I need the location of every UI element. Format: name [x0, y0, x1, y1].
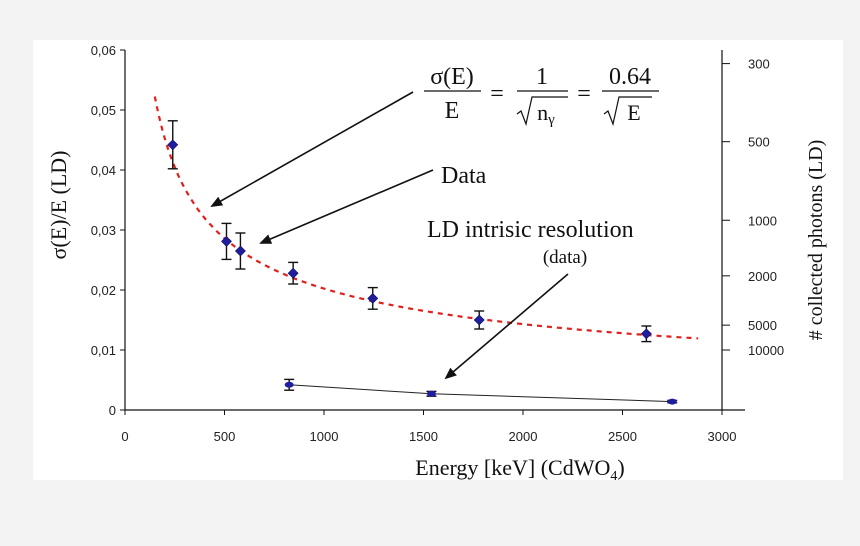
- data-point-3: [287, 267, 299, 279]
- x-tick-label-2: 1000: [310, 429, 339, 444]
- y-tick-label-6: 0,06: [91, 43, 116, 58]
- data-point-0: [167, 139, 179, 151]
- ld-arrow-icon: [444, 273, 569, 380]
- sqrt-sign-2-icon: [603, 96, 652, 127]
- right-tick-label-0: 300: [748, 57, 770, 72]
- data-point-5: [473, 314, 485, 326]
- axes: 00,010,020,030,040,050,060 500 1000 1500 200…: [91, 43, 784, 444]
- y-tick-label-3: 0,03: [91, 223, 116, 238]
- x-tick-label-6: 3000: [708, 429, 737, 444]
- y-tick-label-5: 0,05: [91, 103, 116, 118]
- formula-lhs-denominator: E: [445, 98, 460, 124]
- formula-equals-1: =: [490, 81, 504, 107]
- y-axis-label-left: σ(E)/E (LD): [46, 151, 71, 260]
- y-axis-label-right: # collected photons (LD): [805, 140, 827, 341]
- formula-rhs-denominator: E: [627, 100, 640, 125]
- x-tick-label-4: 2000: [509, 429, 538, 444]
- formula-mid-denominator: nγ: [537, 100, 555, 128]
- data-point-4: [367, 292, 379, 304]
- data-point-6: [640, 328, 652, 340]
- ld-point-1: [426, 390, 436, 397]
- ld-label-line1: LD intrisic resolution: [427, 217, 634, 243]
- x-tick-label-3: 1500: [409, 429, 438, 444]
- fit-curve: [153, 96, 699, 340]
- fit-layer: [153, 96, 699, 340]
- formula-arrow-icon: [210, 91, 414, 207]
- series-layer: [167, 120, 678, 405]
- plot-background: [33, 40, 843, 480]
- formula-equals-2: =: [577, 81, 591, 107]
- right-tick-label-3: 2000: [748, 269, 777, 284]
- x-tick-label-1: 500: [214, 429, 236, 444]
- right-tick-label-5: 10000: [748, 343, 784, 358]
- right-tick-label-2: 1000: [748, 213, 777, 228]
- x-axis-label: Energy [keV] (CdWO4): [415, 455, 624, 484]
- y-tick-label-1: 0,01: [91, 343, 116, 358]
- ld-point-2: [667, 398, 677, 405]
- sqrt-sign-1-icon: [516, 96, 568, 127]
- formula-lhs-numerator: σ(E): [430, 64, 474, 90]
- x-tick-label-5: 2500: [608, 429, 637, 444]
- data-point-1: [221, 235, 232, 247]
- right-tick-label-4: 5000: [748, 318, 777, 333]
- x-tick-label-0: 0: [121, 429, 128, 444]
- formula-annotation: σ(E) E = 1 nγ = 0.64 E: [424, 64, 659, 128]
- data-point-2: [234, 245, 246, 257]
- formula-rhs-numerator: 0.64: [609, 64, 651, 90]
- y-tick-label-0: 0: [109, 403, 116, 418]
- ld-point-0: [284, 381, 294, 388]
- right-tick-label-1: 500: [748, 135, 770, 150]
- data-label: Data: [441, 163, 487, 189]
- ld-label-line2: (data): [543, 247, 587, 268]
- data-arrow-icon: [259, 169, 434, 244]
- y-tick-label-2: 0,02: [91, 283, 116, 298]
- formula-mid-numerator: 1: [536, 64, 548, 90]
- y-tick-label-4: 0,04: [91, 163, 116, 178]
